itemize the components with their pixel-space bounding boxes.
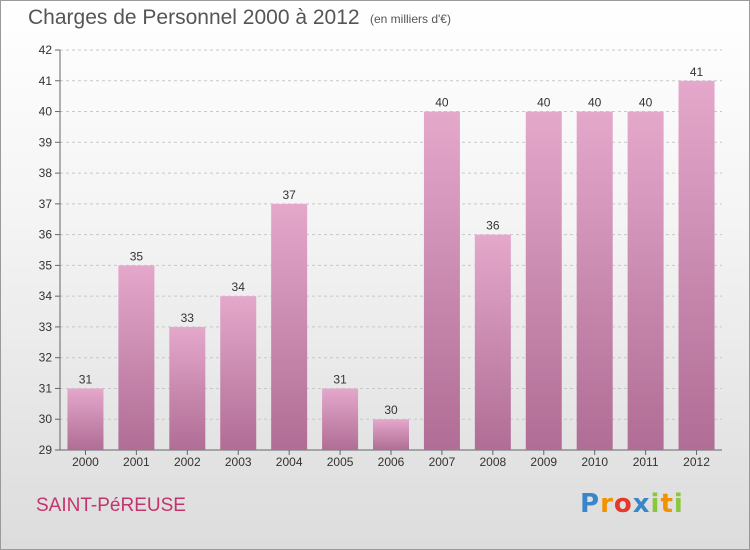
x-tick-label-2006: 2006 bbox=[378, 455, 405, 469]
value-label-2005: 31 bbox=[333, 372, 347, 386]
y-tick-label: 37 bbox=[39, 197, 53, 211]
bar-2004 bbox=[271, 203, 308, 450]
x-tick-label-2009: 2009 bbox=[530, 455, 557, 469]
y-tick-label: 41 bbox=[39, 74, 53, 88]
y-tick-label: 42 bbox=[39, 43, 53, 57]
logo-letter: t bbox=[660, 489, 674, 519]
value-label-2008: 36 bbox=[486, 219, 500, 233]
bar-2005 bbox=[322, 388, 359, 450]
gridlines bbox=[60, 49, 722, 451]
chart-title: Charges de Personnel 2000 à 2012 bbox=[28, 6, 360, 29]
x-tick-label-2007: 2007 bbox=[429, 455, 456, 469]
y-tick-label: 38 bbox=[39, 166, 53, 180]
logo-letter: r bbox=[600, 489, 614, 519]
x-tick-label-2008: 2008 bbox=[479, 455, 506, 469]
y-tick-label: 39 bbox=[39, 135, 53, 149]
bar-2003 bbox=[220, 296, 257, 450]
y-tick-label: 40 bbox=[39, 105, 53, 119]
bar-2008 bbox=[474, 234, 511, 450]
x-tick-label-2001: 2001 bbox=[123, 455, 150, 469]
bars bbox=[67, 80, 715, 451]
value-label-2001: 35 bbox=[130, 249, 144, 263]
axes bbox=[55, 49, 722, 455]
commune-name: SAINT-PéREUSE bbox=[36, 495, 186, 516]
y-tick-label: 31 bbox=[39, 381, 53, 395]
y-tick-label: 30 bbox=[39, 412, 53, 426]
value-label-2007: 40 bbox=[435, 96, 449, 110]
value-label-2006: 30 bbox=[384, 403, 398, 417]
value-label-2009: 40 bbox=[537, 96, 551, 110]
y-tick-label: 32 bbox=[39, 351, 53, 365]
y-tick-label: 29 bbox=[39, 443, 53, 457]
x-tick-label-2000: 2000 bbox=[72, 455, 99, 469]
proxiti-logo[interactable]: Proxiti bbox=[580, 489, 684, 519]
x-tick-label-2010: 2010 bbox=[581, 455, 608, 469]
x-tick-label-2012: 2012 bbox=[683, 455, 710, 469]
value-label-2011: 40 bbox=[639, 96, 653, 110]
chart-subtitle: (en milliers d'€) bbox=[370, 12, 451, 26]
y-tick-label: 36 bbox=[39, 228, 53, 242]
bar-2007 bbox=[423, 111, 460, 451]
bar-2006 bbox=[373, 419, 409, 450]
bar-2009 bbox=[525, 111, 562, 451]
value-label-2002: 33 bbox=[181, 311, 195, 325]
logo-letter: o bbox=[613, 489, 633, 519]
value-label-2004: 37 bbox=[282, 188, 296, 202]
y-tick-label: 35 bbox=[39, 258, 53, 272]
logo-letter: i bbox=[673, 489, 684, 519]
bar-2012 bbox=[678, 80, 715, 451]
x-tick-label-2003: 2003 bbox=[225, 455, 252, 469]
logo-letter: x bbox=[632, 489, 651, 519]
x-tick-label-2005: 2005 bbox=[327, 455, 354, 469]
bar-2001 bbox=[118, 265, 155, 450]
x-tick-label-2011: 2011 bbox=[633, 455, 659, 469]
value-label-2010: 40 bbox=[588, 96, 602, 110]
bar-2010 bbox=[576, 111, 613, 451]
labels: 29 30 31 32 33 34 35 36 37 38 39 40 41 42 31 2000 35 2001… bbox=[39, 43, 711, 469]
value-label-2003: 34 bbox=[232, 280, 246, 294]
x-tick-label-2004: 2004 bbox=[276, 455, 303, 469]
y-tick-label: 34 bbox=[39, 289, 53, 303]
bar-2011 bbox=[627, 111, 664, 451]
x-tick-label-2002: 2002 bbox=[174, 455, 201, 469]
value-label-2000: 31 bbox=[79, 372, 93, 386]
value-label-2012: 41 bbox=[690, 65, 704, 79]
bar-2002 bbox=[169, 326, 206, 450]
logo-letter: i bbox=[650, 489, 661, 519]
y-tick-label: 33 bbox=[39, 320, 53, 334]
bar-2000 bbox=[67, 388, 104, 450]
logo-letter: P bbox=[580, 489, 601, 519]
